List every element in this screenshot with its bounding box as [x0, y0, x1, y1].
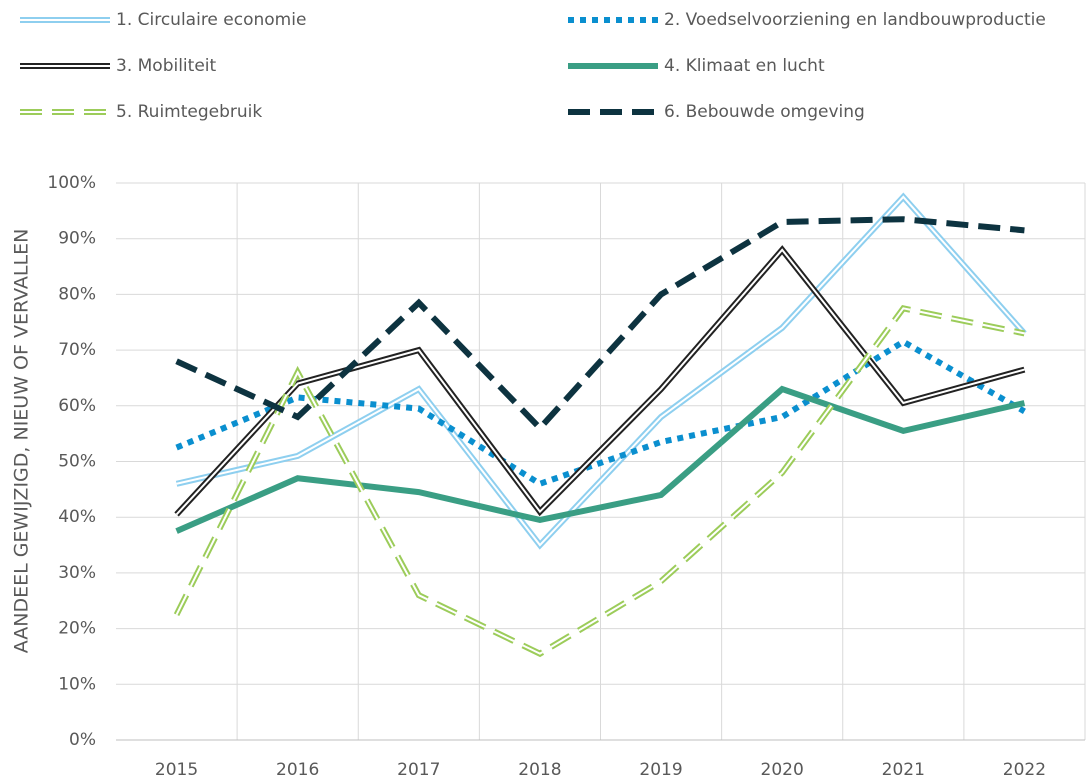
- x-tick-label: 2020: [761, 760, 804, 780]
- x-tick-label: 2022: [1003, 760, 1046, 780]
- y-tick-label: 50%: [58, 452, 96, 472]
- series-line: [175, 385, 1026, 534]
- series-line: [175, 216, 1025, 433]
- y-tick-label: 40%: [58, 507, 96, 527]
- legend-label: 1. Circulaire economie: [116, 10, 306, 30]
- series-line: [175, 248, 1025, 516]
- x-tick-label: 2019: [639, 760, 682, 780]
- series-line: [175, 307, 1025, 655]
- y-tick-label: 30%: [58, 563, 96, 583]
- legend-label: 4. Klimaat en lucht: [664, 56, 825, 76]
- legend-label: 5. Ruimtegebruik: [116, 102, 262, 122]
- y-tick-label: 90%: [58, 229, 96, 249]
- y-tick-label: 0%: [69, 730, 96, 750]
- y-axis-label: AANDEEL GEWIJZIGD, NIEUW OF VERVALLEN: [11, 229, 33, 654]
- y-tick-label: 20%: [58, 619, 96, 639]
- y-tick-label: 80%: [58, 284, 96, 304]
- series-line: [175, 338, 1026, 488]
- x-tick-label: 2018: [518, 760, 561, 780]
- y-tick-label: 10%: [58, 674, 96, 694]
- x-tick-label: 2021: [882, 760, 925, 780]
- x-tick-label: 2017: [397, 760, 440, 780]
- x-tick-label: 2016: [276, 760, 319, 780]
- legend-label: 2. Voedselvoorziening en landbouwproduct…: [664, 10, 1046, 30]
- x-tick-label: 2015: [155, 760, 198, 780]
- y-tick-label: 100%: [47, 173, 96, 193]
- y-tick-label: 70%: [58, 340, 96, 360]
- legend-label: 6. Bebouwde omgeving: [664, 102, 865, 122]
- legend-label: 3. Mobiliteit: [116, 56, 217, 76]
- y-tick-label: 60%: [58, 396, 96, 416]
